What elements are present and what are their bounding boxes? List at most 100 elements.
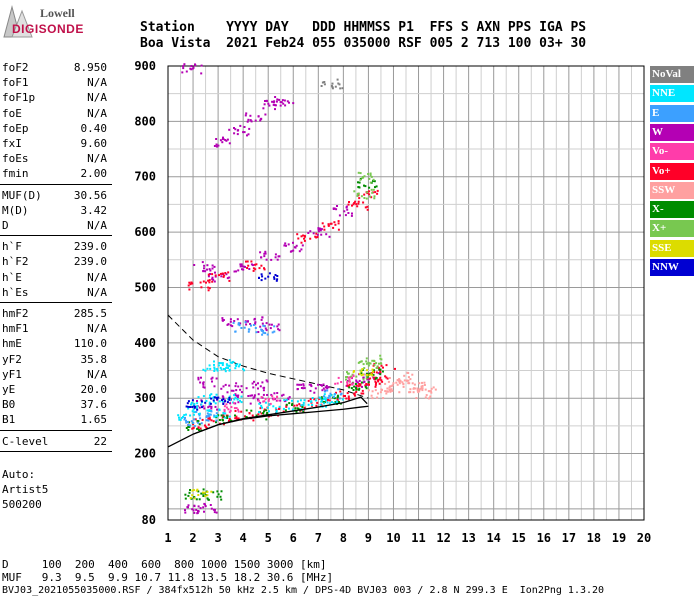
data-dot: [224, 368, 226, 371]
data-dot: [337, 220, 340, 223]
data-dot: [193, 504, 196, 507]
data-dot: [264, 100, 266, 102]
data-dot: [373, 376, 376, 379]
data-dot: [348, 380, 351, 383]
data-dot: [292, 102, 295, 105]
data-point: [323, 388, 343, 400]
data-dot: [300, 404, 303, 407]
data-dot: [212, 508, 215, 511]
data-dot: [255, 414, 258, 417]
data-dot: [321, 222, 324, 225]
data-dot: [207, 286, 210, 289]
data-dot: [268, 403, 271, 406]
data-dot: [223, 408, 226, 411]
data-dot: [267, 399, 270, 402]
data-dot: [430, 387, 433, 390]
data-dot: [362, 378, 365, 381]
data-dot: [239, 265, 242, 268]
data-dot: [367, 173, 370, 175]
data-dot: [345, 397, 348, 400]
data-dot: [402, 382, 405, 385]
data-dot: [217, 396, 220, 399]
data-dot: [200, 286, 203, 289]
data-dot: [214, 271, 216, 274]
data-dot: [186, 506, 189, 509]
data-dot: [303, 234, 306, 237]
data-dot: [276, 278, 279, 281]
data-dot: [222, 398, 225, 401]
data-dot: [365, 362, 368, 365]
data-dot: [230, 389, 233, 392]
data-dot: [258, 402, 261, 405]
data-dot: [419, 387, 422, 390]
footer-muf-line: MUF 9.3 9.5 9.9 10.7 11.8 13.5 18.2 30.6…: [2, 571, 334, 584]
data-dot: [205, 419, 208, 422]
param-name: hmF2: [2, 307, 29, 320]
data-dot: [344, 214, 347, 217]
data-dot: [254, 327, 257, 329]
data-dot: [292, 241, 294, 244]
data-dot: [200, 403, 203, 406]
data-dot: [228, 279, 231, 282]
data-dot: [348, 383, 351, 386]
data-dot: [217, 364, 220, 367]
data-dot: [276, 395, 278, 398]
data-dot: [246, 120, 249, 123]
data-dot: [355, 391, 358, 393]
data-dot: [346, 371, 348, 374]
data-dot: [214, 275, 217, 278]
data-dot: [379, 376, 382, 379]
data-dot: [204, 495, 207, 498]
data-dot: [389, 388, 392, 391]
y-tick-label: 200: [134, 447, 156, 461]
data-dot: [272, 103, 275, 106]
data-dot: [187, 400, 190, 403]
data-point: [347, 200, 369, 211]
y-tick-label: 300: [134, 391, 156, 405]
data-dot: [377, 392, 379, 395]
data-dot: [235, 394, 238, 397]
data-dot: [214, 508, 216, 511]
data-dot: [187, 429, 190, 431]
legend-item: E: [650, 104, 694, 122]
data-dot: [274, 96, 277, 98]
data-dot: [403, 379, 406, 382]
param-value: 1.65: [80, 413, 108, 427]
data-dot: [213, 414, 216, 417]
data-dot: [222, 136, 224, 139]
data-dot: [187, 284, 190, 287]
data-dot: [352, 389, 355, 391]
data-dot: [202, 368, 205, 371]
data-dot: [202, 386, 205, 389]
data-dot: [337, 388, 340, 391]
data-dot: [190, 420, 193, 423]
data-dot: [302, 401, 305, 404]
data-dot: [265, 99, 268, 102]
data-dot: [193, 411, 196, 414]
data-dot: [357, 202, 360, 205]
data-dot: [210, 377, 213, 380]
data-dot: [212, 400, 215, 403]
data-dot: [229, 361, 232, 364]
data-point: [357, 171, 375, 184]
data-dot: [385, 364, 388, 367]
data-dot: [418, 382, 421, 385]
data-dot: [398, 391, 401, 394]
data-dot: [338, 401, 340, 403]
data-dot: [207, 417, 210, 420]
data-dot: [406, 379, 409, 382]
data-dot: [322, 387, 325, 390]
data-dot: [196, 402, 199, 405]
data-dot: [196, 427, 199, 430]
data-dot: [352, 203, 355, 206]
data-dot: [207, 275, 210, 278]
data-dot: [262, 324, 265, 327]
data-dot: [215, 511, 218, 514]
data-dot: [216, 368, 219, 370]
data-dot: [321, 389, 324, 392]
data-dot: [233, 402, 236, 405]
data-dot: [225, 406, 228, 409]
data-dot: [430, 391, 433, 394]
data-dot: [283, 99, 286, 102]
data-dot: [281, 99, 284, 102]
